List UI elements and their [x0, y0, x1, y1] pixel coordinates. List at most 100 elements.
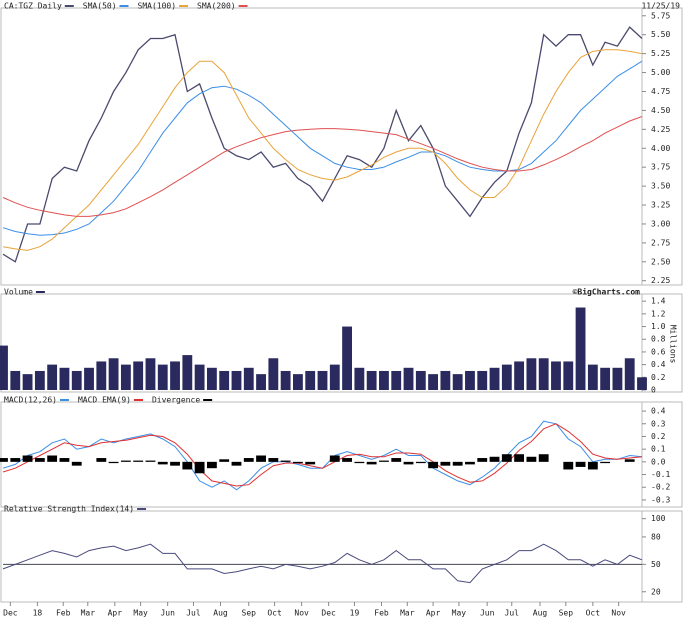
x-tick-label: Dec: [321, 609, 336, 618]
bar: [84, 367, 94, 390]
y-tick-label: 0.2: [651, 432, 666, 441]
legend-label: SMA(100): [138, 2, 177, 11]
y-tick-label: 5.75: [651, 11, 670, 20]
bar: [575, 307, 586, 390]
bar: [182, 461, 193, 470]
x-tick-label: 18: [33, 609, 43, 618]
bar: [120, 364, 131, 390]
line: [2, 26, 643, 263]
y-tick-label: 0.8: [651, 335, 666, 344]
panel-frame: [0, 510, 683, 603]
x-tick-label: Mar: [400, 609, 415, 618]
bar: [206, 367, 217, 390]
bar: [280, 460, 291, 462]
bar: [465, 461, 475, 465]
y-tick-label: 0.6: [651, 347, 666, 356]
legend-label: Relative Strength Index(14): [4, 505, 134, 514]
bar: [170, 361, 180, 390]
y-tick-label: 0.0: [651, 457, 666, 466]
y-tick-label: 2.50: [651, 257, 670, 266]
bar: [624, 459, 635, 462]
legend-label: Divergence: [152, 396, 200, 405]
legend-label: SMA(200): [197, 2, 236, 11]
bar: [489, 367, 500, 390]
bar: [59, 458, 70, 462]
bar: [415, 461, 426, 464]
bar: [157, 461, 168, 465]
bar: [96, 458, 107, 462]
bar: [563, 361, 574, 390]
x-tick-label: May: [452, 609, 467, 618]
credit: ©BigCharts.com: [573, 287, 641, 297]
bar: [0, 345, 8, 390]
bar: [600, 461, 611, 464]
bar: [243, 458, 254, 462]
bar: [96, 361, 107, 390]
bar: [243, 367, 254, 390]
bar: [489, 456, 500, 462]
x-tick-label: Nov: [611, 609, 626, 618]
y-tick-label: 1.4: [651, 297, 666, 306]
bar: [10, 458, 21, 462]
x-tick-label: Nov: [294, 609, 309, 618]
y-tick-label: 0.3: [651, 419, 666, 428]
bar: [477, 458, 488, 462]
bar: [219, 459, 230, 462]
bar: [538, 454, 549, 462]
y-tick-label: 3.00: [651, 219, 670, 228]
bar: [329, 364, 340, 390]
bar: [452, 461, 463, 466]
bar: [428, 461, 439, 469]
bar: [120, 460, 131, 462]
bar: [465, 370, 475, 390]
y-tick-label: 4.75: [651, 87, 670, 96]
x-tick-label: Jun: [160, 609, 175, 618]
bar: [612, 367, 623, 390]
y-tick-label: 4.00: [651, 144, 670, 153]
y-tick-label: 100: [651, 514, 666, 523]
panel-frame: [0, 401, 683, 508]
bar: [575, 461, 586, 467]
x-tick-label: Feb: [56, 609, 71, 618]
bar: [293, 374, 303, 390]
bar: [59, 367, 70, 390]
y-tick-label: 20: [651, 587, 661, 596]
x-tick-label: Jun: [480, 609, 495, 618]
bar: [293, 461, 303, 464]
x-tick-label: Jul: [186, 609, 201, 618]
bar: [514, 454, 525, 462]
legend-label: MACD(12,26): [4, 396, 57, 405]
y-tick-label: 1.0: [651, 322, 666, 331]
bar: [268, 458, 279, 462]
legend-label: Volume: [4, 288, 33, 297]
bar: [501, 364, 512, 390]
bar: [600, 367, 611, 390]
bar: [10, 370, 21, 390]
bar: [108, 461, 119, 464]
x-tick-label: Dec: [3, 609, 18, 618]
y-tick-label: 80: [651, 532, 661, 541]
bar: [354, 461, 365, 464]
bar: [157, 364, 168, 390]
bar: [219, 370, 230, 390]
y-tick-label: 0.4: [651, 360, 666, 369]
bar: [477, 370, 488, 390]
bar: [34, 370, 45, 390]
bar: [305, 461, 316, 465]
bar: [133, 460, 144, 462]
y-tick-label: 5.00: [651, 68, 670, 77]
y-tick-label: 5.25: [651, 49, 670, 58]
bar: [0, 458, 8, 462]
bar: [366, 461, 377, 465]
bar: [452, 374, 463, 390]
x-tick-label: Feb: [374, 609, 389, 618]
y-tick-label: 4.25: [651, 125, 670, 134]
y-tick-label: -0.1: [651, 470, 670, 479]
bar: [403, 367, 414, 390]
legend-label: CA:TGZ Daily: [4, 2, 62, 11]
legend-label: SMA(50): [83, 2, 117, 11]
bar: [403, 461, 414, 465]
y-tick-label: 3.50: [651, 182, 670, 191]
x-tick-label: May: [133, 609, 148, 618]
bar: [391, 370, 402, 390]
